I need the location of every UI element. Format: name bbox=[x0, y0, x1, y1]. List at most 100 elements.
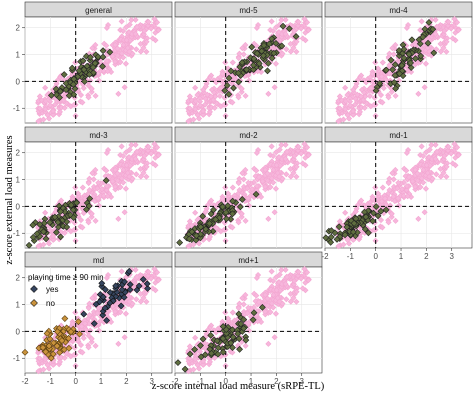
background-point bbox=[449, 35, 456, 42]
background-point bbox=[404, 68, 411, 75]
background-point bbox=[262, 308, 269, 315]
data-point-yes bbox=[98, 279, 106, 287]
background-point bbox=[235, 94, 242, 101]
data-point bbox=[46, 219, 54, 226]
background-point bbox=[61, 229, 68, 236]
background-point bbox=[290, 169, 297, 176]
y-tick-label: 0 bbox=[16, 327, 21, 336]
background-point bbox=[202, 83, 209, 90]
background-point bbox=[336, 218, 343, 225]
background-point bbox=[415, 215, 422, 222]
background-point bbox=[192, 98, 199, 105]
background-point bbox=[137, 298, 144, 305]
background-point bbox=[255, 299, 263, 306]
background-point bbox=[428, 141, 435, 148]
data-point bbox=[382, 66, 390, 74]
background-point bbox=[82, 320, 89, 327]
background-point bbox=[253, 183, 260, 190]
data-point bbox=[29, 221, 37, 229]
background-point bbox=[100, 67, 107, 74]
background-point bbox=[117, 59, 124, 66]
data-point bbox=[224, 202, 232, 210]
background-point bbox=[239, 295, 246, 302]
data-point bbox=[382, 206, 390, 214]
background-point bbox=[273, 162, 280, 169]
data-point bbox=[372, 203, 380, 210]
background-point bbox=[85, 332, 92, 339]
data-point bbox=[94, 53, 102, 61]
data-point bbox=[47, 91, 55, 99]
background-point bbox=[295, 272, 302, 279]
y-tick-label: 1 bbox=[16, 51, 21, 60]
data-point bbox=[250, 55, 258, 63]
background-point bbox=[200, 358, 207, 365]
data-point-yes bbox=[126, 281, 134, 288]
data-point bbox=[106, 48, 114, 56]
x-tick-label: 3 bbox=[299, 377, 304, 386]
data-point bbox=[207, 349, 215, 357]
background-point bbox=[134, 273, 141, 280]
background-point bbox=[271, 209, 278, 216]
background-point bbox=[151, 16, 158, 23]
data-point-yes bbox=[99, 311, 107, 319]
background-point bbox=[211, 89, 218, 96]
data-point bbox=[214, 350, 222, 358]
background-point bbox=[414, 170, 421, 177]
data-point bbox=[209, 227, 217, 235]
background-point bbox=[42, 356, 49, 363]
data-point bbox=[60, 71, 68, 78]
data-point-yes bbox=[109, 297, 117, 305]
background-point bbox=[103, 149, 110, 156]
data-point bbox=[374, 212, 382, 220]
background-point bbox=[141, 152, 148, 160]
background-point bbox=[437, 165, 444, 172]
background-point bbox=[143, 38, 150, 45]
background-point bbox=[445, 18, 452, 25]
background-point bbox=[448, 150, 455, 157]
background-point bbox=[126, 29, 133, 36]
background-point bbox=[437, 173, 444, 180]
background-point bbox=[304, 269, 311, 276]
background-point bbox=[270, 179, 277, 186]
background-point bbox=[88, 85, 95, 92]
background-point bbox=[441, 152, 448, 160]
facet-strip-label: md-2 bbox=[239, 131, 258, 140]
data-point bbox=[70, 214, 77, 221]
background-point bbox=[132, 280, 139, 287]
data-point-yes bbox=[143, 280, 151, 288]
background-point bbox=[145, 18, 152, 25]
background-point bbox=[273, 287, 280, 294]
background-point bbox=[415, 90, 422, 97]
background-point bbox=[361, 104, 368, 111]
background-point bbox=[404, 193, 411, 200]
background-point bbox=[390, 193, 397, 200]
data-point bbox=[400, 54, 408, 62]
background-point bbox=[118, 18, 125, 25]
background-point bbox=[103, 42, 110, 49]
background-point bbox=[103, 274, 110, 281]
data-point bbox=[29, 233, 37, 241]
background-point bbox=[88, 214, 95, 221]
background-point bbox=[245, 195, 252, 202]
background-point bbox=[445, 22, 452, 29]
background-point bbox=[335, 243, 342, 250]
background-point bbox=[210, 96, 217, 104]
axis-layer: -1 0 1 2 -1 0 1 2 -2 -1 0 1 2 3 -1 0 1 2 -2 -1 0 1 2 3 -2 -1 0 1 2 3 bbox=[13, 24, 455, 386]
data-point bbox=[250, 309, 258, 317]
data-point bbox=[188, 228, 196, 236]
background-point bbox=[145, 22, 152, 29]
background-point bbox=[293, 163, 300, 170]
data-point bbox=[390, 78, 398, 86]
legend-label-no: no bbox=[46, 299, 55, 308]
data-point bbox=[405, 50, 413, 58]
data-point bbox=[292, 33, 300, 40]
y-tick-label: 2 bbox=[16, 24, 21, 33]
data-point-yes bbox=[144, 285, 152, 292]
data-point bbox=[202, 225, 210, 233]
background-point bbox=[293, 173, 300, 180]
background-point bbox=[295, 22, 302, 29]
background-point bbox=[78, 323, 85, 330]
background-point bbox=[137, 40, 144, 47]
background-point bbox=[367, 202, 374, 209]
background-point bbox=[392, 92, 399, 99]
